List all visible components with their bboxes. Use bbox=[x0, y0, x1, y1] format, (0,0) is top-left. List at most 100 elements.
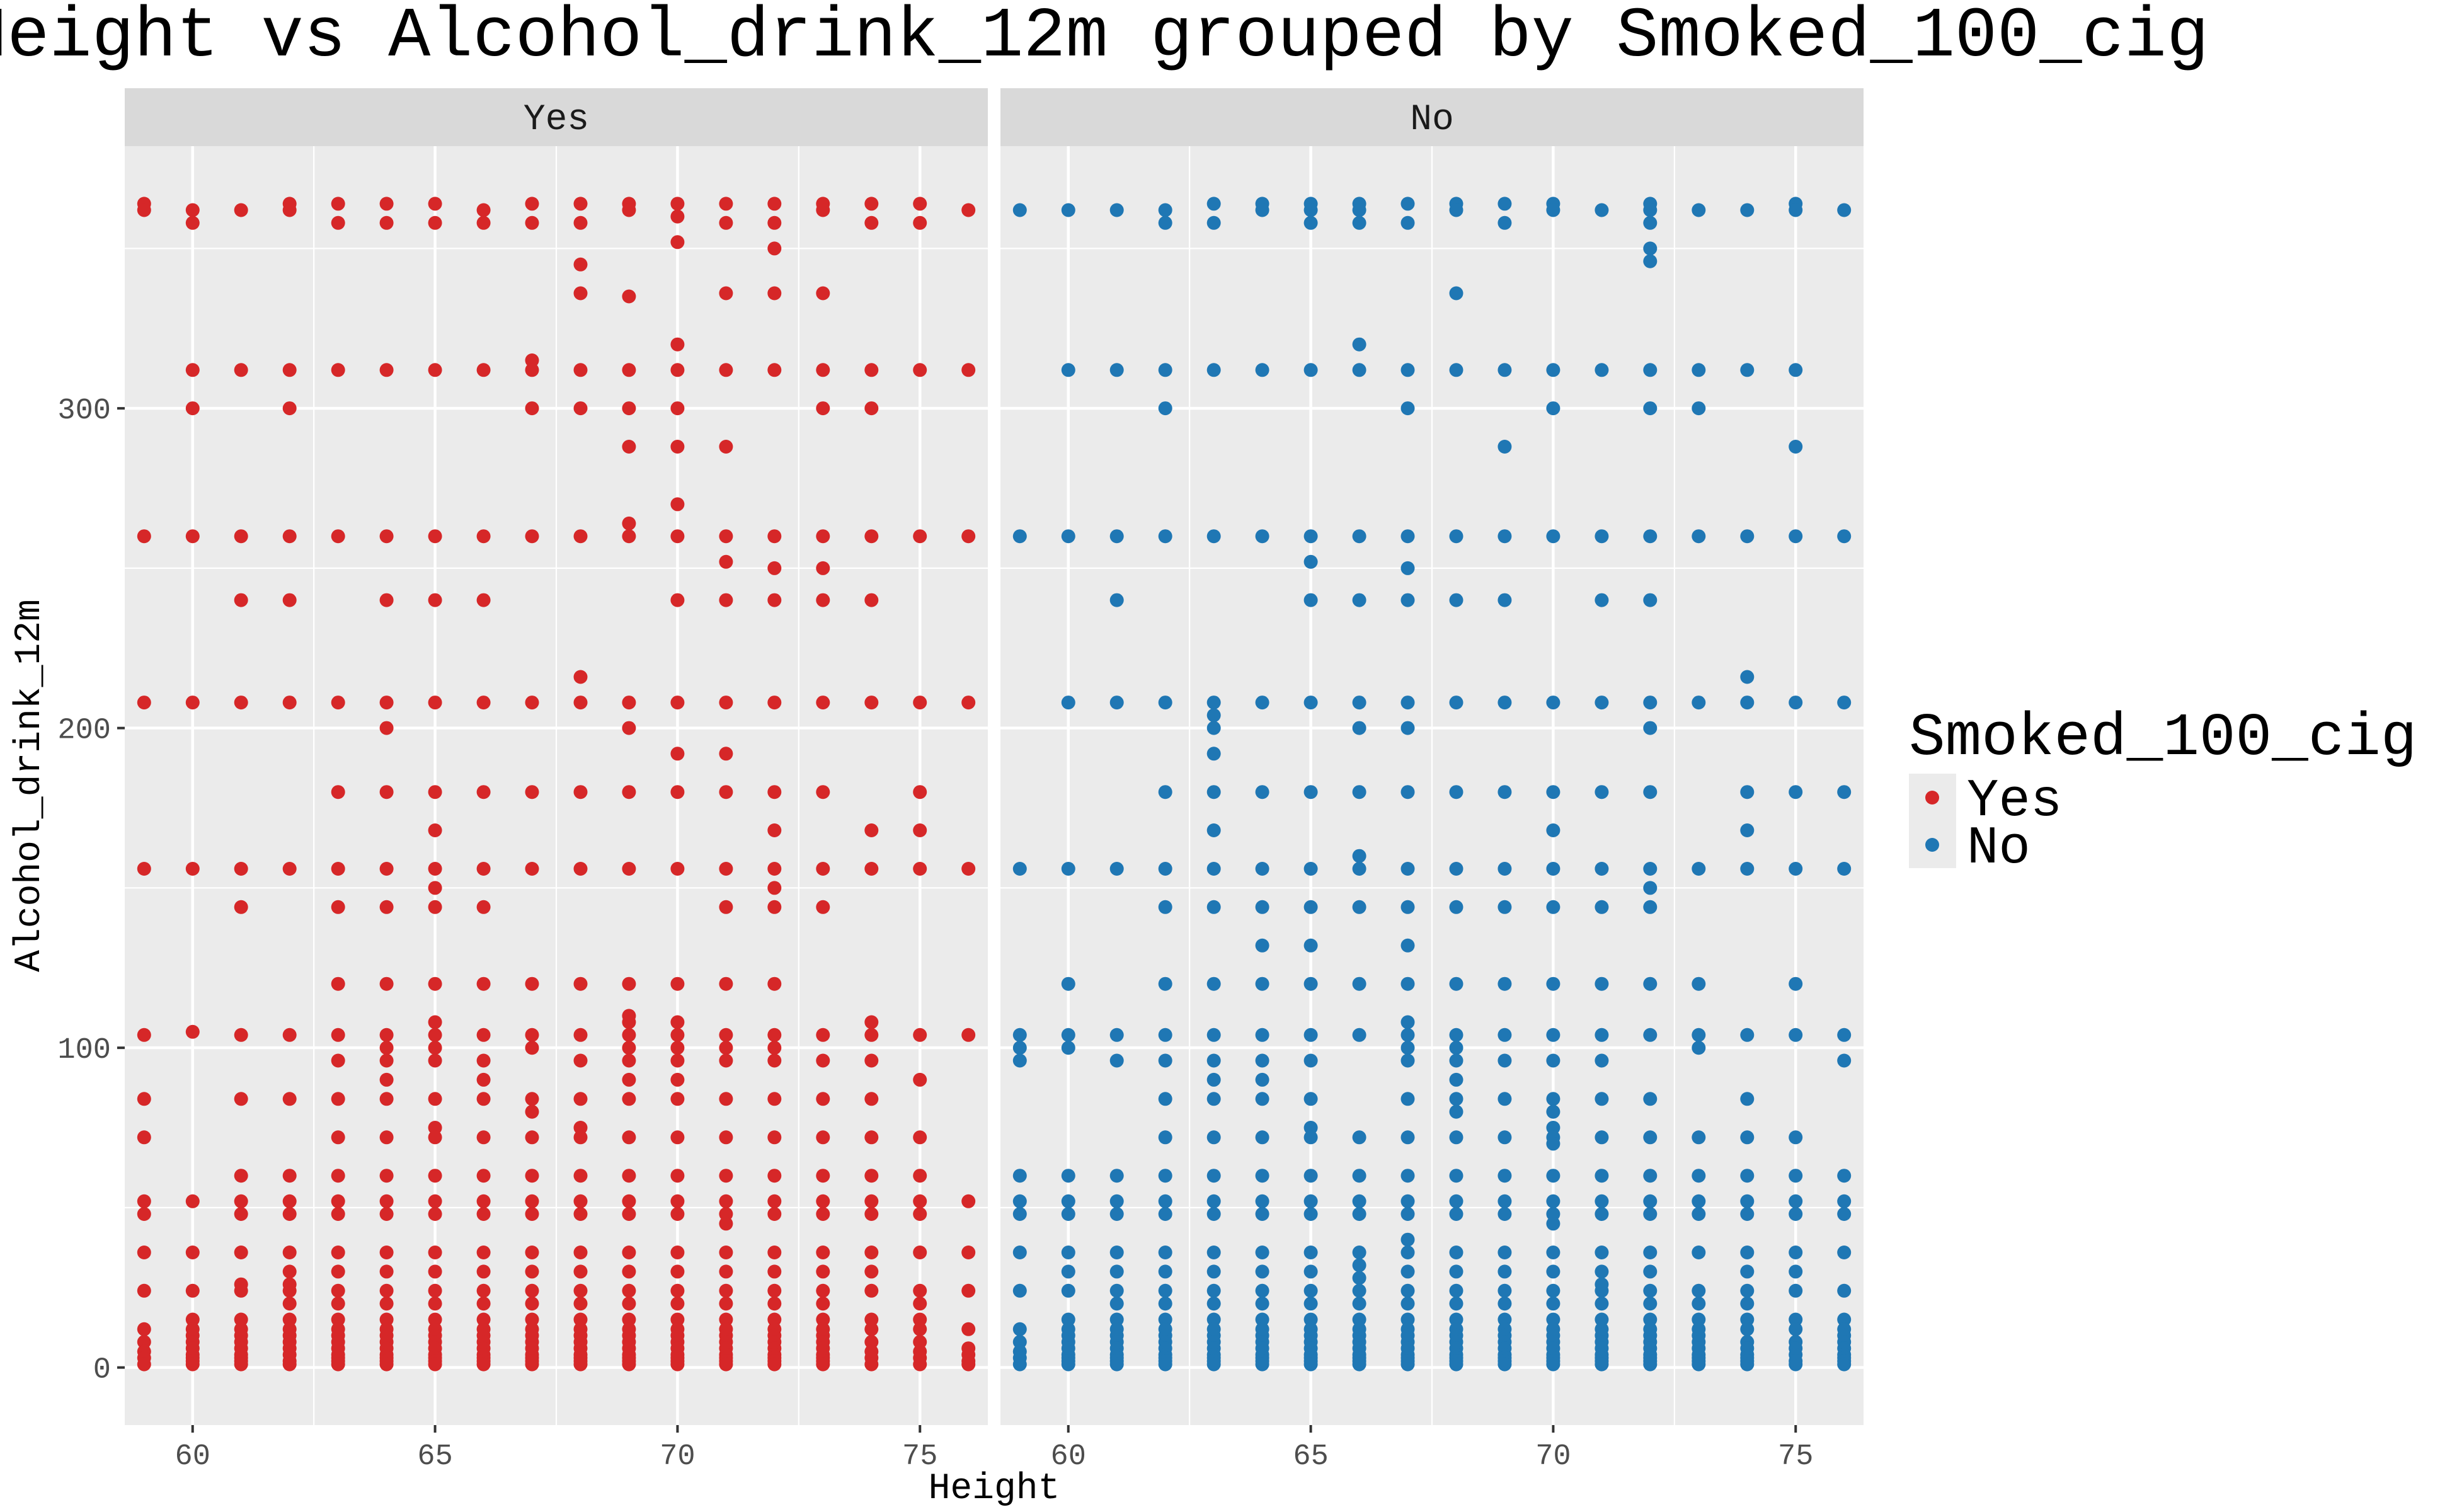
data-point bbox=[1449, 1357, 1463, 1372]
data-point bbox=[331, 862, 345, 876]
data-point bbox=[282, 1264, 297, 1279]
data-point bbox=[913, 363, 927, 377]
data-point bbox=[1740, 1246, 1755, 1259]
data-point bbox=[573, 363, 588, 377]
data-point bbox=[816, 696, 830, 710]
data-point bbox=[1837, 1028, 1852, 1042]
data-point bbox=[1692, 696, 1706, 710]
data-point bbox=[476, 1053, 491, 1068]
data-point bbox=[1692, 976, 1706, 991]
data-point bbox=[1546, 1137, 1561, 1151]
x-tick-label: 70 bbox=[1535, 1440, 1571, 1474]
data-point bbox=[864, 1194, 879, 1208]
data-point bbox=[1158, 1028, 1172, 1042]
data-point bbox=[137, 529, 151, 544]
data-point bbox=[622, 862, 636, 876]
data-point bbox=[1740, 1194, 1755, 1208]
data-point bbox=[864, 215, 879, 230]
data-point bbox=[1740, 529, 1755, 544]
data-point bbox=[622, 1041, 636, 1055]
data-point bbox=[670, 785, 685, 799]
data-point bbox=[913, 785, 927, 799]
data-point bbox=[1303, 785, 1318, 799]
data-point bbox=[1206, 747, 1221, 761]
data-point bbox=[1255, 1072, 1269, 1087]
data-point bbox=[1789, 976, 1803, 991]
data-point bbox=[1303, 1357, 1318, 1372]
data-point bbox=[573, 696, 588, 710]
data-point bbox=[573, 862, 588, 876]
data-point bbox=[1837, 1053, 1852, 1068]
data-point bbox=[1449, 785, 1463, 799]
data-point bbox=[379, 1130, 394, 1145]
data-point bbox=[282, 593, 297, 607]
data-point bbox=[1789, 1246, 1803, 1259]
data-point bbox=[1498, 1297, 1512, 1311]
data-point bbox=[1206, 1357, 1221, 1372]
data-point bbox=[1740, 1169, 1755, 1183]
data-point bbox=[1206, 1072, 1221, 1087]
data-point bbox=[1109, 1194, 1124, 1208]
data-point bbox=[1158, 1357, 1172, 1372]
data-point bbox=[1546, 1028, 1561, 1042]
facet-strip-yes bbox=[125, 88, 988, 146]
data-point bbox=[1206, 1092, 1221, 1106]
data-point bbox=[1061, 1357, 1075, 1372]
data-point bbox=[573, 1312, 588, 1327]
data-point bbox=[622, 401, 636, 416]
data-point bbox=[1595, 785, 1609, 799]
data-point bbox=[961, 363, 976, 377]
data-point bbox=[282, 1312, 297, 1327]
data-point bbox=[1449, 593, 1463, 607]
data-point bbox=[864, 363, 879, 377]
data-point bbox=[1449, 1207, 1463, 1221]
data-point bbox=[1109, 593, 1124, 607]
y-axis: 0 100 200 300 bbox=[57, 394, 125, 1387]
data-point bbox=[573, 1092, 588, 1106]
data-point bbox=[1837, 1312, 1852, 1327]
data-point bbox=[428, 1053, 442, 1068]
data-point bbox=[719, 1092, 733, 1106]
data-point bbox=[767, 1053, 782, 1068]
data-point bbox=[1546, 1194, 1561, 1208]
data-point bbox=[1109, 1053, 1124, 1068]
data-point bbox=[1352, 1297, 1366, 1311]
x-axis: 60 65 70 75 60 65 70 75 bbox=[175, 1425, 1813, 1474]
data-point bbox=[1692, 1041, 1706, 1055]
data-point bbox=[1837, 1169, 1852, 1183]
legend-key-yes bbox=[1925, 791, 1939, 805]
data-point bbox=[767, 1169, 782, 1183]
data-point bbox=[379, 1207, 394, 1221]
data-point bbox=[767, 823, 782, 837]
data-point bbox=[1400, 862, 1415, 876]
data-point bbox=[1643, 401, 1658, 416]
data-point bbox=[719, 215, 733, 230]
data-point bbox=[670, 235, 685, 249]
data-point bbox=[234, 1028, 248, 1042]
data-point bbox=[525, 976, 539, 991]
data-point bbox=[1595, 1130, 1609, 1145]
data-point bbox=[1546, 1217, 1561, 1231]
data-point bbox=[1303, 1121, 1318, 1135]
data-point bbox=[379, 900, 394, 914]
data-point bbox=[1595, 1283, 1609, 1298]
data-point bbox=[1789, 440, 1803, 454]
legend: Smoked_100_cig Yes No bbox=[1909, 704, 2417, 879]
data-point bbox=[719, 1169, 733, 1183]
data-point bbox=[719, 1312, 733, 1327]
data-point bbox=[1400, 1015, 1415, 1029]
data-point bbox=[622, 1312, 636, 1327]
x-tick-label: 65 bbox=[417, 1440, 452, 1474]
data-point bbox=[428, 1041, 442, 1055]
data-point bbox=[331, 1246, 345, 1259]
data-point bbox=[1255, 529, 1269, 544]
data-point bbox=[1595, 1092, 1609, 1106]
data-point bbox=[1546, 401, 1561, 416]
data-point bbox=[670, 197, 685, 211]
data-point bbox=[137, 1092, 151, 1106]
data-point bbox=[1449, 1169, 1463, 1183]
data-point bbox=[670, 1312, 685, 1327]
data-point bbox=[1109, 696, 1124, 710]
data-point bbox=[1061, 1246, 1075, 1259]
data-point bbox=[1498, 1194, 1512, 1208]
